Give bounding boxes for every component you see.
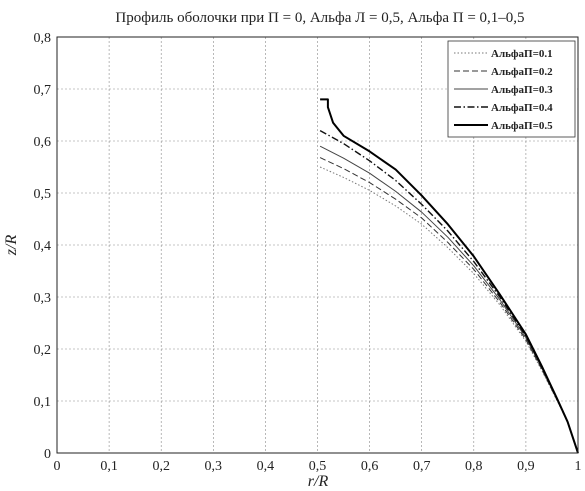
y-tick-label: 0,6 [34,135,52,150]
x-tick-label: 0,1 [100,459,118,474]
x-tick-label: 0,2 [152,459,170,474]
x-tick-label: 0,8 [465,459,483,474]
y-tick-label: 0,3 [34,291,52,306]
x-tick-label: 0,5 [309,459,327,474]
x-tick-label: 0,4 [257,459,275,474]
series-line-1 [319,166,579,454]
y-axis-label: z/R [3,235,20,257]
legend-label: АльфаП=0.2 [491,66,553,78]
series-line-4 [319,129,579,454]
x-tick-label: 0,7 [413,459,431,474]
plot-frame [56,36,579,454]
x-tick-label: 0,6 [361,459,379,474]
legend-label: АльфаП=0.5 [491,120,553,132]
y-tick-label: 0 [44,447,51,462]
x-tick-label: 0,3 [205,459,223,474]
legend-label: АльфаП=0.4 [491,102,553,114]
y-tick-label: 0,2 [34,343,52,358]
series-line-2 [319,157,579,454]
axis-ticks: 0 0,1 0,2 0,3 0,4 0,5 0,6 0,7 0,8 0,9 1 0 0,1 0,2 0,3 0… [34,31,582,474]
x-tick-label: 0,9 [517,459,535,474]
series-line-3 [319,145,579,454]
series-line-5 [320,98,579,454]
x-tick-label: 1 [575,459,582,474]
x-tick-label: 0 [54,459,61,474]
y-tick-label: 0,5 [34,187,52,202]
x-axis-label: r/R [308,473,329,490]
y-tick-label: 0,7 [34,83,52,98]
y-tick-label: 0,1 [34,395,52,410]
y-tick-label: 0,4 [34,239,52,254]
plot-area [319,98,579,454]
y-tick-label: 0,8 [34,31,52,46]
legend-label: АльфаП=0.3 [491,84,553,96]
chart-title: Профиль оболочки при П = 0, Альфа Л = 0,… [115,10,524,26]
legend-label: АльфаП=0.1 [491,48,553,60]
legend: АльфаП=0.1 АльфаП=0.2 АльфаП=0.3 АльфаП=0.4… [447,40,576,138]
